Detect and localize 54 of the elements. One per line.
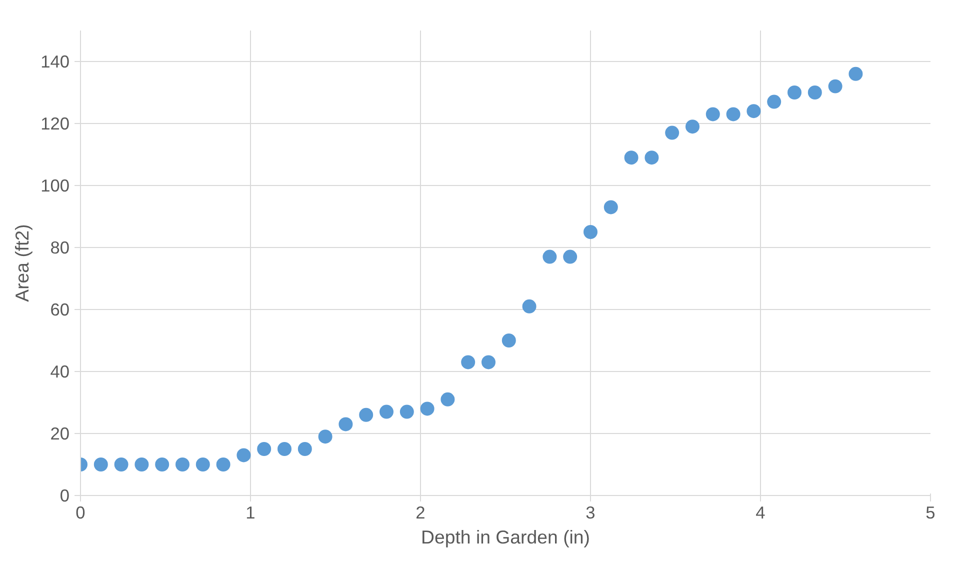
point (706, 107, 720, 122)
point (359, 408, 374, 422)
point (216, 458, 230, 472)
y-tick-label: 80 (50, 238, 70, 258)
y-tick-label: 140 (40, 52, 70, 72)
point (134, 458, 149, 472)
y-axis-title: Area (ft2) (12, 224, 33, 302)
point (563, 250, 578, 264)
y-tick-label: 20 (50, 424, 70, 444)
point (522, 299, 536, 314)
point (828, 79, 842, 94)
y-tick-label: 40 (50, 362, 70, 382)
point (461, 355, 476, 370)
point (196, 458, 210, 472)
x-tick-label: 2 (416, 502, 426, 522)
point (482, 355, 496, 370)
point (318, 430, 332, 444)
point (746, 104, 761, 118)
point (176, 458, 190, 472)
point (624, 150, 638, 165)
point (502, 334, 516, 348)
y-tick-label: 60 (50, 300, 70, 320)
y-tick-label: 120 (40, 114, 70, 134)
point (726, 107, 740, 122)
point (542, 250, 557, 264)
point (380, 404, 394, 419)
point (644, 150, 659, 165)
y-tick-label: 100 (40, 176, 70, 196)
point (278, 442, 292, 456)
point (440, 392, 455, 406)
x-tick-label: 3 (586, 502, 596, 522)
x-axis-title: Depth in Garden (in) (420, 526, 590, 548)
point (298, 442, 312, 456)
point (257, 442, 272, 456)
y-tick-label: 0 (60, 486, 70, 506)
point (808, 86, 822, 100)
x-tick-label: 1 (246, 502, 256, 522)
point (604, 200, 618, 214)
x-tick-label: 5 (926, 502, 936, 522)
point (420, 402, 434, 416)
point (155, 458, 170, 472)
point (236, 448, 251, 462)
point (686, 120, 700, 134)
point (338, 417, 353, 432)
x-tick-label: 4 (756, 502, 766, 522)
point (767, 94, 782, 109)
point (400, 404, 414, 419)
point (94, 458, 108, 472)
x-tick-label: 0 (76, 502, 86, 522)
point (114, 458, 128, 472)
point (848, 66, 863, 81)
point (788, 86, 802, 100)
point (584, 225, 598, 239)
point (665, 126, 680, 140)
